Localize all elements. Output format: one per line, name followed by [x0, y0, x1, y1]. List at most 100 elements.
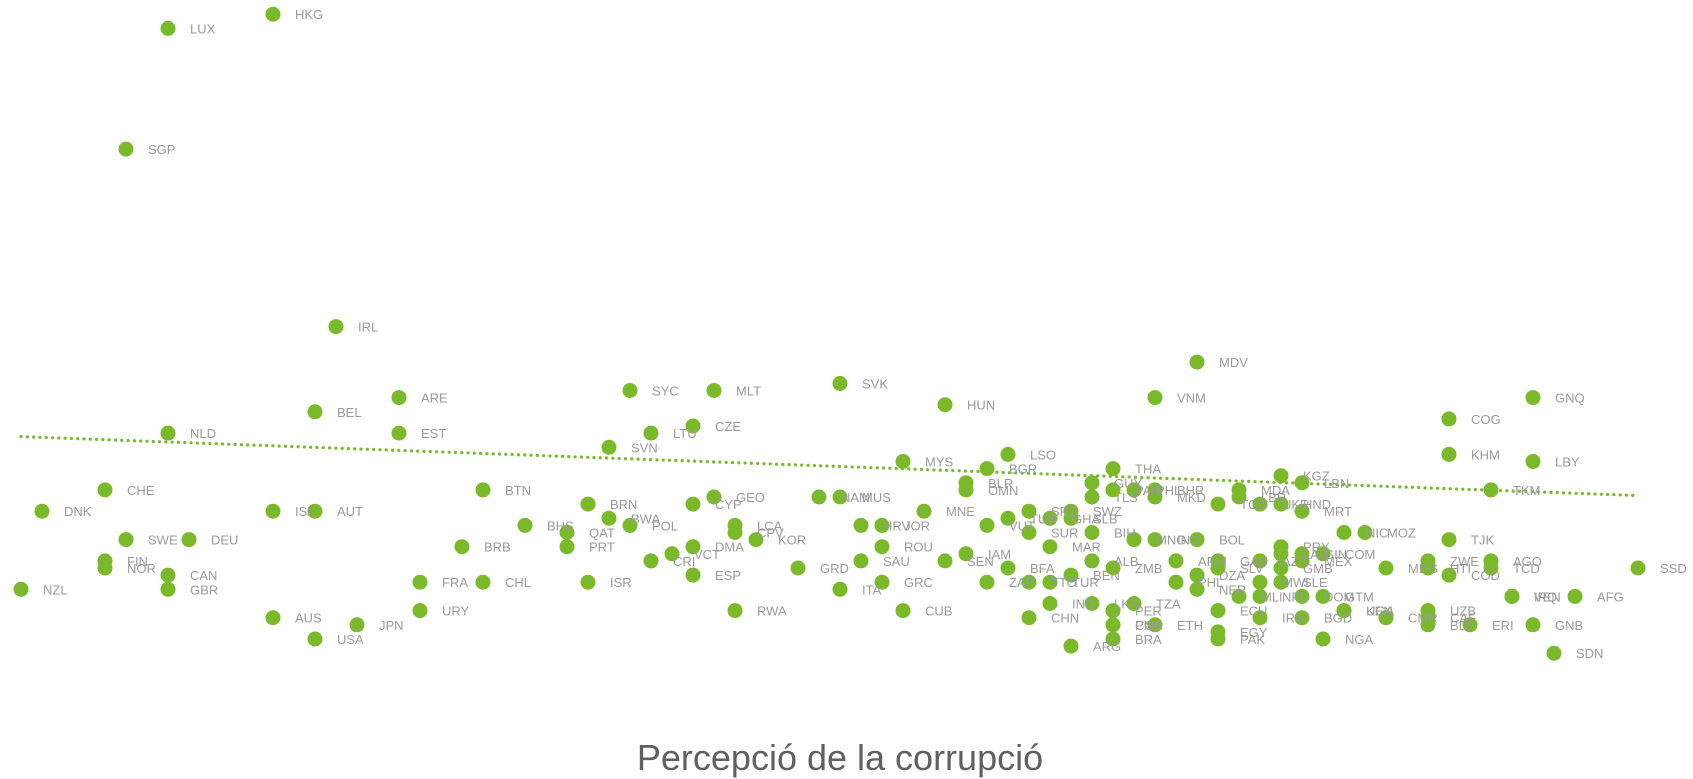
data-point-mar[interactable]	[1042, 539, 1058, 555]
data-point-usa[interactable]	[307, 631, 323, 647]
data-point-qat[interactable]	[559, 525, 575, 540]
data-point-sen[interactable]	[937, 553, 953, 569]
data-point-brb[interactable]	[454, 539, 470, 555]
data-point-lbr[interactable]	[1231, 489, 1247, 505]
data-point-nic[interactable]	[1336, 525, 1352, 540]
data-point-sau[interactable]	[853, 553, 869, 569]
data-point-col[interactable]	[1105, 617, 1121, 633]
data-point-svk[interactable]	[832, 375, 848, 391]
data-point-iam[interactable]	[958, 546, 974, 562]
data-point-ner[interactable]	[1189, 581, 1205, 597]
data-point-can[interactable]	[160, 567, 176, 583]
data-point-swe[interactable]	[118, 532, 134, 548]
data-point-mne[interactable]	[916, 503, 932, 519]
data-point-kgz[interactable]	[1273, 468, 1289, 484]
data-point-ury[interactable]	[412, 603, 428, 619]
data-point-ino[interactable]	[1147, 532, 1163, 548]
data-point-cmr[interactable]	[1378, 610, 1394, 626]
data-point-slv[interactable]	[1210, 560, 1226, 576]
data-point-bfa[interactable]	[1000, 560, 1016, 576]
data-point-arg[interactable]	[1063, 638, 1079, 654]
data-point-gbr[interactable]	[160, 581, 176, 597]
data-point-npl[interactable]	[1252, 588, 1268, 604]
data-point-lso[interactable]	[1000, 446, 1016, 462]
data-point-irn[interactable]	[1252, 610, 1268, 626]
data-point-vct[interactable]	[664, 546, 680, 562]
data-point-deu[interactable]	[181, 532, 197, 548]
data-point-gmb[interactable]	[1273, 560, 1289, 576]
data-point-per[interactable]	[1105, 603, 1121, 619]
data-point-nor[interactable]	[97, 560, 113, 576]
data-point-jpn[interactable]	[349, 617, 365, 633]
data-point-bih[interactable]	[1084, 525, 1100, 540]
data-point-nam[interactable]	[811, 489, 827, 505]
data-point-com[interactable]	[1315, 546, 1331, 562]
data-point-ecu[interactable]	[1210, 603, 1226, 619]
data-point-aze[interactable]	[1252, 553, 1268, 569]
data-point-ltu[interactable]	[643, 425, 659, 441]
data-point-bgr[interactable]	[979, 461, 995, 477]
data-point-geo[interactable]	[706, 489, 722, 505]
data-point-mrt[interactable]	[1294, 503, 1310, 519]
data-point-dnk[interactable]	[34, 503, 50, 519]
data-point-irq[interactable]	[1504, 588, 1520, 604]
data-point-are[interactable]	[391, 390, 407, 406]
data-point-esp[interactable]	[685, 567, 701, 583]
data-point-isr[interactable]	[580, 574, 596, 590]
data-point-cod[interactable]	[1441, 567, 1457, 583]
data-point-nld[interactable]	[160, 425, 176, 441]
data-point-gha[interactable]	[1042, 510, 1058, 526]
data-point-tjk[interactable]	[1441, 532, 1457, 548]
data-point-gnq[interactable]	[1525, 390, 1541, 406]
data-point-vut[interactable]	[979, 517, 995, 533]
data-point-lka[interactable]	[1084, 596, 1100, 611]
data-point-est[interactable]	[391, 425, 407, 441]
data-point-cog[interactable]	[1441, 411, 1457, 427]
data-point-mex[interactable]	[1294, 553, 1310, 569]
data-point-zmb[interactable]	[1105, 560, 1121, 576]
data-point-guy[interactable]	[1084, 475, 1100, 491]
data-point-bol[interactable]	[1189, 532, 1205, 548]
data-point-lux[interactable]	[160, 20, 176, 36]
data-point-lao[interactable]	[1273, 546, 1289, 562]
data-point-cpv[interactable]	[727, 525, 743, 540]
data-point-hun[interactable]	[937, 397, 953, 413]
data-point-fra[interactable]	[412, 574, 428, 590]
data-point-ita[interactable]	[832, 581, 848, 597]
data-point-tza[interactable]	[1126, 596, 1142, 611]
data-point-ind[interactable]	[1042, 596, 1058, 611]
data-point-tkm[interactable]	[1483, 482, 1499, 498]
data-point-mys[interactable]	[895, 454, 911, 469]
data-point-hti[interactable]	[1420, 560, 1436, 576]
data-point-sdn[interactable]	[1546, 645, 1562, 661]
data-point-btn[interactable]	[475, 482, 491, 498]
data-point-mus[interactable]	[832, 489, 848, 505]
data-point-cub[interactable]	[895, 603, 911, 619]
data-point-ssd[interactable]	[1630, 560, 1646, 576]
data-point-tha[interactable]	[1105, 461, 1121, 477]
data-point-vnm[interactable]	[1147, 390, 1163, 406]
data-point-nga[interactable]	[1315, 631, 1331, 647]
data-point-mkd[interactable]	[1147, 489, 1163, 505]
data-point-pol[interactable]	[622, 517, 638, 533]
data-point-syc[interactable]	[622, 383, 638, 398]
data-point-tls[interactable]	[1084, 489, 1100, 505]
data-point-ukr[interactable]	[1252, 496, 1268, 512]
data-point-lbn[interactable]	[1294, 475, 1310, 491]
data-point-nzl[interactable]	[13, 581, 29, 597]
data-point-aut[interactable]	[307, 503, 323, 519]
data-point-bhs[interactable]	[517, 517, 533, 533]
data-point-sle[interactable]	[1273, 574, 1289, 590]
data-point-cri[interactable]	[643, 553, 659, 569]
data-point-dma[interactable]	[685, 539, 701, 555]
data-point-pak[interactable]	[1210, 631, 1226, 647]
data-point-bra[interactable]	[1105, 631, 1121, 647]
data-point-sur[interactable]	[1021, 525, 1037, 540]
data-point-mdv[interactable]	[1189, 354, 1205, 370]
data-point-dom[interactable]	[1294, 588, 1310, 604]
data-point-mli[interactable]	[1231, 588, 1247, 604]
data-point-ben[interactable]	[1063, 567, 1079, 583]
data-point-ken[interactable]	[1336, 603, 1352, 619]
data-point-aus[interactable]	[265, 610, 281, 626]
data-point-che[interactable]	[97, 482, 113, 498]
